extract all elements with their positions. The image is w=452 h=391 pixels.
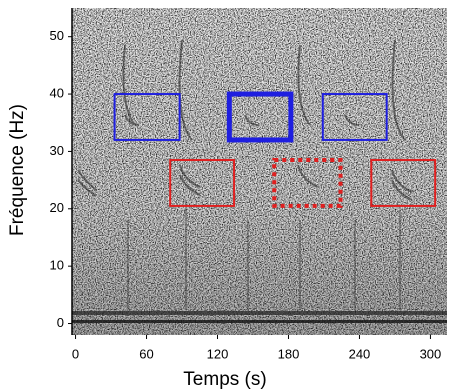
spectrogram [72, 8, 447, 335]
region-box [113, 93, 181, 141]
x-tick-label: 60 [139, 346, 153, 361]
x-tick-label: 180 [278, 346, 300, 361]
y-tick-label: 30 [50, 143, 64, 158]
y-tick-label: 50 [50, 28, 64, 43]
region-box [169, 159, 236, 207]
x-tick-label: 300 [420, 346, 442, 361]
y-tick-label: 10 [50, 258, 64, 273]
x-tick-label: 240 [349, 346, 371, 361]
region-box [370, 159, 437, 207]
x-tick-label: 120 [207, 346, 229, 361]
y-axis-title: Fréquence (Hz) [7, 104, 28, 236]
x-tick-label: 0 [72, 346, 79, 361]
y-tick-label: 40 [50, 85, 64, 100]
region-box [321, 93, 388, 141]
y-tick-label: 0 [57, 315, 64, 330]
y-tick-label: 20 [50, 200, 64, 215]
region-box [272, 158, 343, 208]
x-axis-title: Temps (s) [183, 369, 266, 390]
region-box [226, 91, 294, 143]
